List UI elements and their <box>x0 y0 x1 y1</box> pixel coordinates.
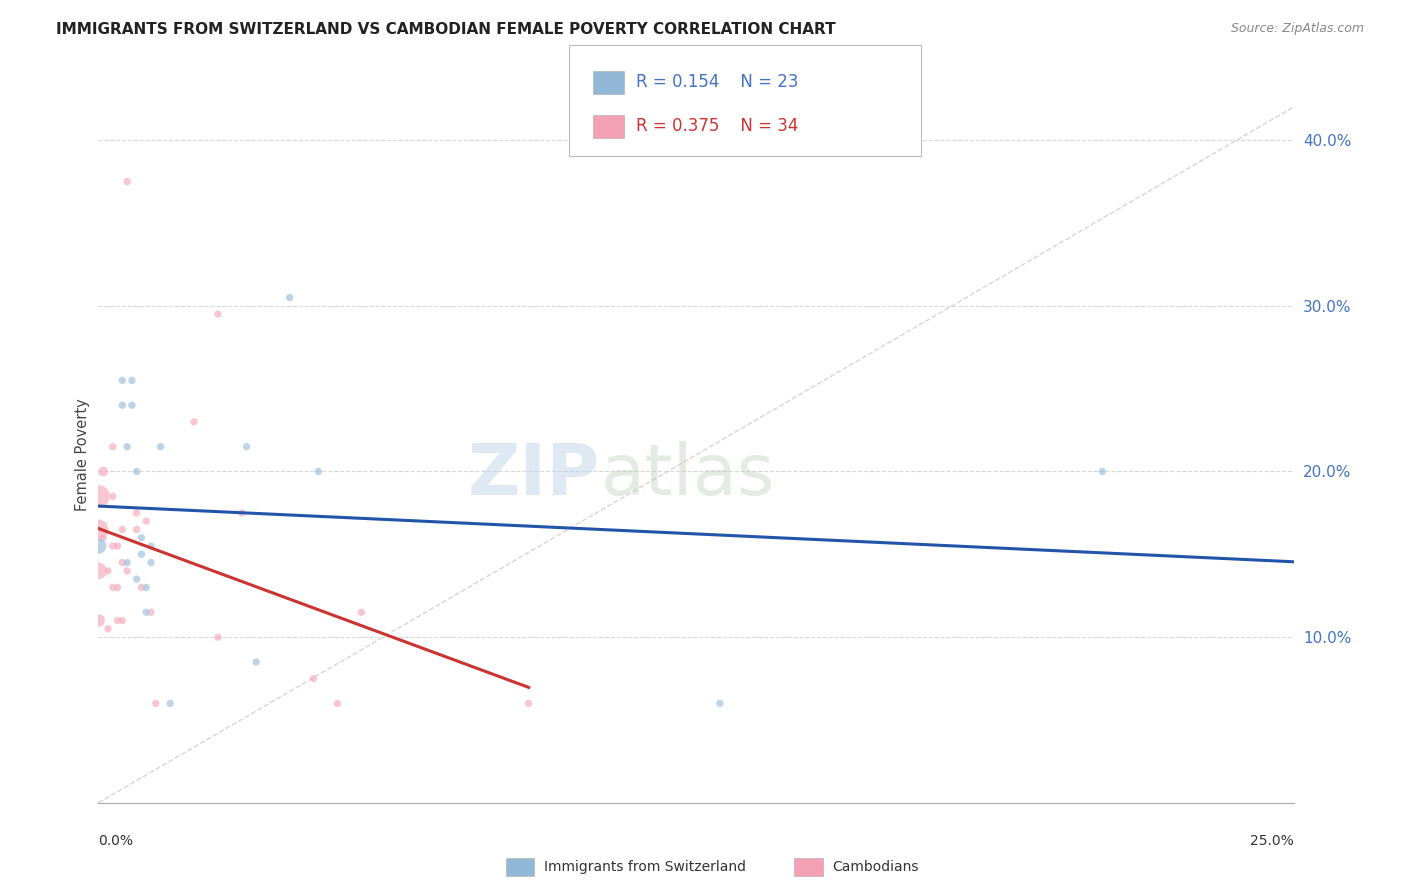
Point <box>111 523 134 537</box>
Point <box>121 398 143 412</box>
Point <box>111 373 134 387</box>
Text: Cambodians: Cambodians <box>832 860 920 874</box>
Point <box>107 581 129 595</box>
Point <box>125 572 148 586</box>
Y-axis label: Female Poverty: Female Poverty <box>75 399 90 511</box>
Point <box>125 523 148 537</box>
Point <box>159 697 181 711</box>
Point <box>131 581 153 595</box>
Point <box>87 489 110 503</box>
Point <box>231 506 253 520</box>
Point <box>183 415 205 429</box>
Point <box>135 581 157 595</box>
Point <box>125 465 148 479</box>
Point <box>207 307 229 321</box>
Point <box>125 506 148 520</box>
Point <box>135 605 157 619</box>
Point <box>139 605 162 619</box>
Text: R = 0.154    N = 23: R = 0.154 N = 23 <box>636 73 799 91</box>
Point <box>1091 465 1114 479</box>
Point <box>131 531 153 545</box>
Point <box>207 630 229 644</box>
Point <box>115 175 138 189</box>
Point <box>101 581 124 595</box>
Point <box>101 440 124 454</box>
Point <box>149 440 172 454</box>
Text: Immigrants from Switzerland: Immigrants from Switzerland <box>544 860 747 874</box>
Text: R = 0.375    N = 34: R = 0.375 N = 34 <box>636 117 797 135</box>
Point <box>139 556 162 570</box>
Point <box>302 672 325 686</box>
Point <box>326 697 349 711</box>
Point <box>87 564 110 578</box>
Point <box>111 614 134 628</box>
Point <box>307 465 329 479</box>
Text: 25.0%: 25.0% <box>1250 834 1294 848</box>
Point <box>121 373 143 387</box>
Point <box>145 697 167 711</box>
Point <box>101 489 124 503</box>
Text: atlas: atlas <box>600 442 775 510</box>
Point <box>278 291 301 305</box>
Point <box>87 614 110 628</box>
Point <box>115 440 138 454</box>
Point <box>111 398 134 412</box>
Point <box>350 605 373 619</box>
Text: 0.0%: 0.0% <box>98 834 134 848</box>
Text: ZIP: ZIP <box>468 442 600 510</box>
Point <box>131 547 153 561</box>
Point <box>235 440 257 454</box>
Point <box>245 655 267 669</box>
Point <box>111 556 134 570</box>
Point <box>101 539 124 553</box>
Point <box>107 614 129 628</box>
Point <box>517 697 540 711</box>
Point <box>139 539 162 553</box>
Point <box>115 564 138 578</box>
Point <box>91 465 114 479</box>
Point <box>97 564 120 578</box>
Point <box>91 531 114 545</box>
Point <box>97 622 120 636</box>
Point <box>135 514 157 528</box>
Point <box>115 556 138 570</box>
Point <box>87 523 110 537</box>
Text: Source: ZipAtlas.com: Source: ZipAtlas.com <box>1230 22 1364 36</box>
Text: IMMIGRANTS FROM SWITZERLAND VS CAMBODIAN FEMALE POVERTY CORRELATION CHART: IMMIGRANTS FROM SWITZERLAND VS CAMBODIAN… <box>56 22 835 37</box>
Point <box>87 539 110 553</box>
Point <box>107 539 129 553</box>
Point <box>709 697 731 711</box>
